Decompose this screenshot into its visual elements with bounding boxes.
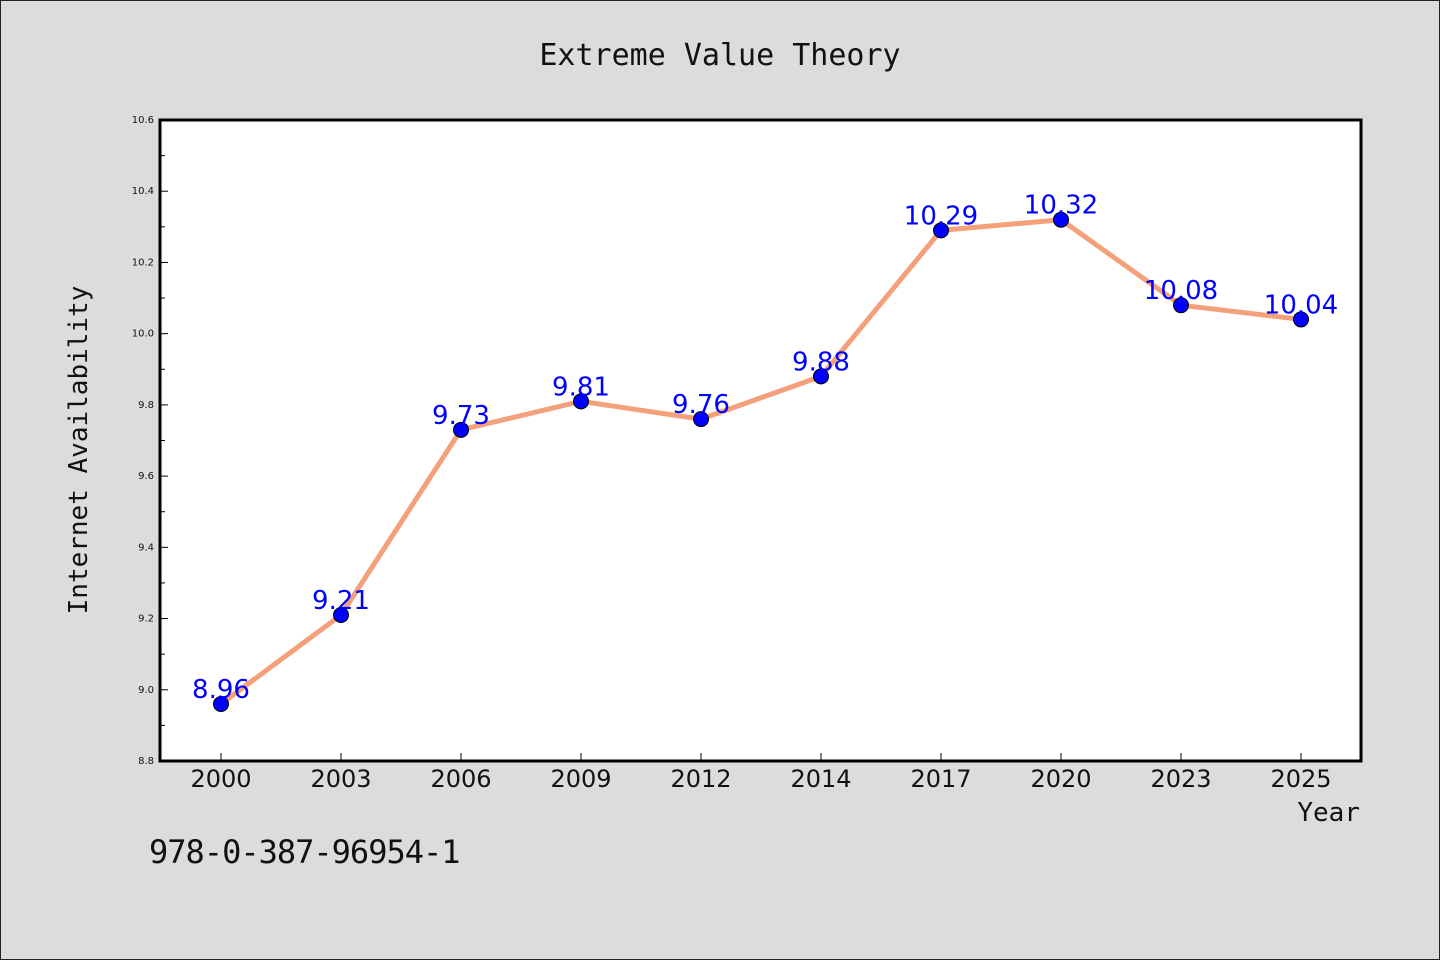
y-tick-label: 10.4 [132, 186, 154, 197]
data-point [933, 222, 949, 239]
y-tick-label: 8.8 [138, 756, 154, 767]
data-point [813, 368, 829, 385]
series-line [219, 217, 1302, 707]
data-label: 9.81 [552, 372, 610, 402]
data-point [693, 411, 709, 428]
y-tick-label: 9.4 [138, 542, 154, 553]
data-label: 10.04 [1264, 290, 1338, 320]
x-tick-label: 2000 [190, 765, 251, 793]
data-label: 10.32 [1024, 191, 1098, 221]
data-point [333, 606, 349, 623]
y-axis-label: Internet Availability [64, 286, 94, 615]
data-label: 9.21 [312, 586, 370, 616]
series-markers [213, 211, 1309, 713]
data-labels: 8.96 9.21 9.73 9.81 9.76 9.88 10.29 10.32 10.08 1… [192, 191, 1338, 705]
x-tick-label: 2025 [1270, 765, 1331, 793]
x-axis-label: Year [1297, 798, 1360, 828]
y-tick-label: 10.6 [132, 115, 154, 126]
y-axis: 8.8 9.0 9.2 9.4 9.6 9.8 10.0 10.2 10.4 10.6 [132, 115, 168, 767]
y-tick-label: 10.0 [132, 329, 154, 340]
x-tick-label: 2003 [310, 765, 371, 793]
x-tick-label: 2017 [910, 765, 971, 793]
data-label: 8.96 [192, 675, 250, 705]
y-tick-label: 9.2 [138, 614, 154, 625]
x-tick-label: 2012 [670, 765, 731, 793]
data-label: 9.76 [672, 390, 730, 420]
data-point [1293, 311, 1309, 328]
data-point [453, 421, 469, 438]
y-tick-label: 9.0 [138, 685, 154, 696]
data-label: 9.73 [432, 401, 490, 431]
x-axis: 2000 2003 2006 2009 2012 2014 2017 2020 2023 2025 [190, 753, 1332, 793]
data-label: 10.29 [904, 201, 978, 231]
data-point [213, 696, 229, 713]
x-tick-label: 2020 [1030, 765, 1091, 793]
x-tick-label: 2023 [1150, 765, 1211, 793]
data-point [573, 393, 589, 410]
x-tick-label: 2014 [790, 765, 851, 793]
x-tick-label: 2006 [430, 765, 491, 793]
y-tick-label: 9.6 [138, 471, 154, 482]
footer-text: 978-0-387-96954-1 [149, 833, 461, 871]
y-tick-label: 10.2 [132, 257, 154, 268]
x-tick-label: 2009 [550, 765, 611, 793]
chart-title: Extreme Value Theory [539, 38, 900, 73]
data-label: 10.08 [1144, 276, 1218, 306]
y-tick-label: 9.8 [138, 400, 154, 411]
data-point [1053, 211, 1069, 228]
data-label: 9.88 [792, 347, 850, 377]
plot-area [158, 118, 1363, 763]
data-point [1173, 297, 1189, 314]
